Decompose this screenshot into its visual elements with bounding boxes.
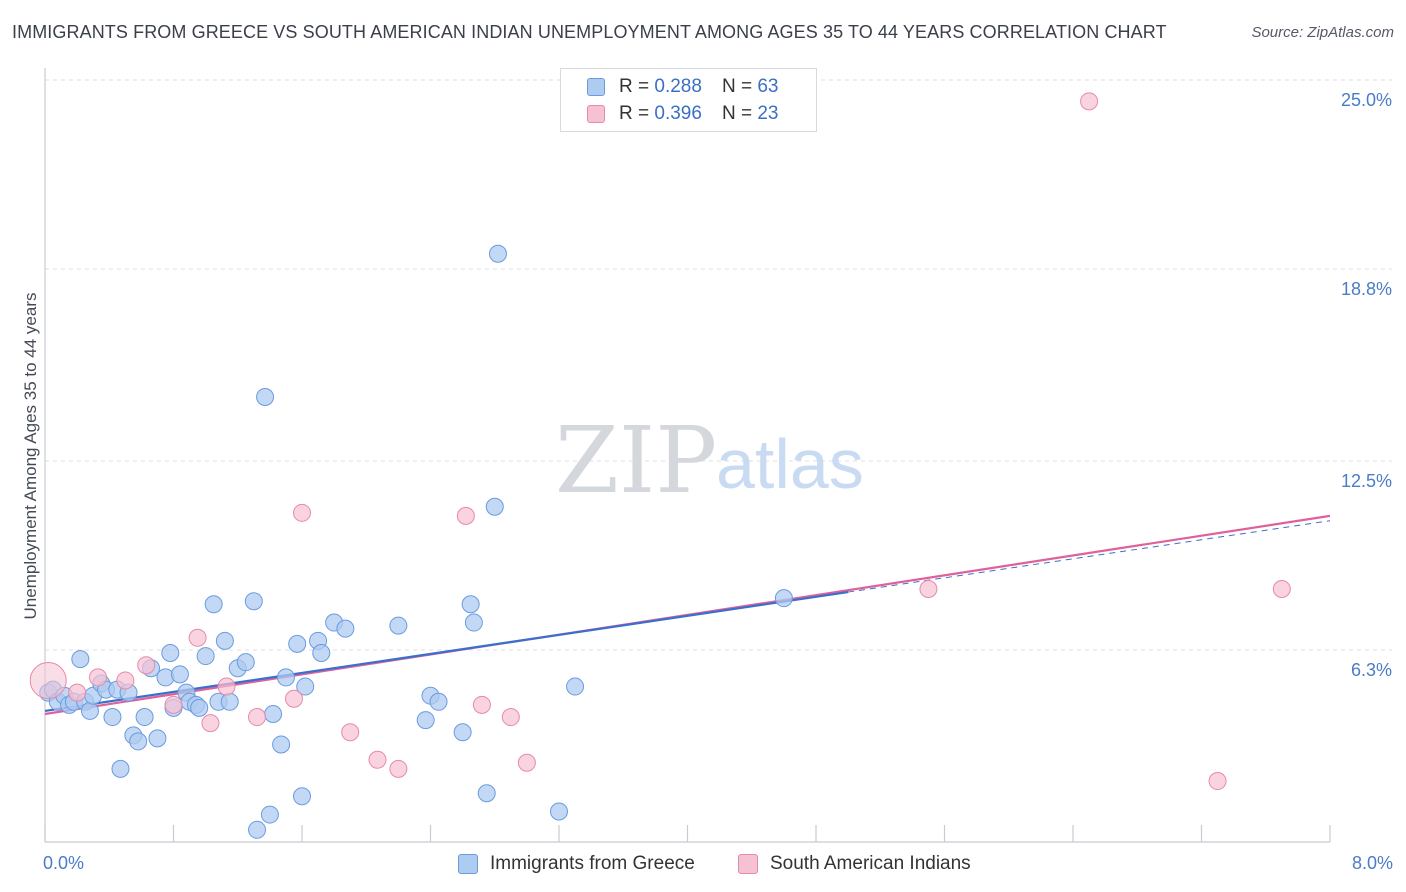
point-greece <box>215 631 234 650</box>
point-greece <box>135 708 154 727</box>
grid-layer <box>45 79 1392 651</box>
x-tick-label: 8.0% <box>1352 853 1393 873</box>
point-south-american <box>456 506 475 525</box>
point-greece <box>220 692 239 711</box>
bottom-legend-swatch-pink <box>738 854 758 874</box>
point-south-american <box>472 695 491 714</box>
point-south-american <box>919 580 938 599</box>
legend-n-value-greece: 63 <box>757 76 779 97</box>
bottom-legend-south-american: South American Indians <box>738 852 971 876</box>
legend-n-value-south-american: 23 <box>757 103 779 124</box>
point-south-american <box>89 668 108 687</box>
y-tick-label: 12.5% <box>1341 471 1392 491</box>
point-greece <box>293 787 311 806</box>
point-greece <box>260 805 279 824</box>
point-greece <box>461 595 480 614</box>
watermark-atlas: atlas <box>716 425 864 503</box>
legend-r-value-south-american: 0.396 <box>654 103 702 124</box>
bottom-legend-label-greece: Immigrants from Greece <box>490 853 695 874</box>
source-credit: Source: ZipAtlas.com <box>1251 24 1394 41</box>
bottom-legend-greece: Immigrants from Greece <box>458 852 695 876</box>
point-south-american <box>293 503 311 522</box>
point-south-american <box>217 677 236 696</box>
y-tick-label: 25.0% <box>1341 90 1392 110</box>
watermark-zip: ZIP <box>555 407 717 514</box>
point-greece <box>161 644 180 663</box>
point-greece <box>196 647 215 666</box>
point-greece <box>204 595 223 614</box>
point-greece <box>453 723 472 742</box>
point-greece <box>488 244 507 263</box>
legend-r-value-greece: 0.288 <box>654 76 702 97</box>
legend-n-label: N = <box>721 103 753 124</box>
ticks-layer: 6.3% 12.5% 18.8% 25.0% 0.0% 8.0% <box>43 90 1393 873</box>
legend-r-label: R = <box>619 76 650 97</box>
y-tick-label: 6.3% <box>1351 660 1392 680</box>
point-south-american <box>284 689 303 708</box>
point-greece <box>550 802 568 821</box>
point-greece <box>248 820 267 839</box>
point-greece <box>80 701 99 720</box>
point-greece <box>312 644 331 663</box>
points-layer <box>29 92 1291 839</box>
point-south-american <box>1272 580 1291 599</box>
point-south-american <box>1080 92 1099 111</box>
point-greece <box>148 729 167 748</box>
point-south-american <box>164 695 183 714</box>
trend-layer <box>44 514 1331 716</box>
point-greece <box>236 653 255 672</box>
point-greece <box>288 634 307 653</box>
point-greece <box>103 708 122 727</box>
legend: R = 0.288 N = 63 R = 0.396 N = 23 <box>560 68 817 132</box>
point-greece <box>244 592 263 611</box>
point-greece <box>389 616 408 635</box>
point-greece <box>477 784 496 803</box>
bottom-legend-label-south-american: South American Indians <box>770 853 971 874</box>
point-greece <box>264 704 283 723</box>
point-south-american <box>501 708 520 727</box>
point-greece <box>272 735 291 754</box>
point-greece <box>336 619 355 638</box>
point-greece <box>256 387 275 406</box>
point-south-american <box>517 753 536 772</box>
point-greece <box>416 711 435 730</box>
point-greece <box>296 677 315 696</box>
legend-swatch-blue <box>587 78 605 96</box>
point-south-american <box>137 656 156 675</box>
point-greece <box>464 613 483 632</box>
legend-n-label: N = <box>721 76 753 97</box>
point-greece <box>170 665 189 684</box>
point-greece <box>485 497 504 516</box>
point-greece <box>774 589 793 608</box>
point-greece <box>190 698 209 717</box>
legend-row-south-american: R = 0.396 N = 23 <box>587 103 778 125</box>
legend-r-label: R = <box>619 103 650 124</box>
point-greece <box>129 732 148 751</box>
legend-swatch-pink <box>587 105 605 123</box>
point-south-american <box>201 714 220 733</box>
y-axis-label: Unemployment Among Ages 35 to 44 years <box>21 293 40 620</box>
trend-line-greece-extension <box>848 520 1331 593</box>
point-south-american <box>248 708 267 727</box>
point-greece <box>276 668 295 687</box>
bottom-legend-swatch-blue <box>458 854 478 874</box>
legend-row-greece: R = 0.288 N = 63 <box>587 76 778 98</box>
watermark: ZIP atlas <box>555 407 864 514</box>
point-south-american <box>116 671 135 690</box>
point-greece <box>566 677 585 696</box>
chart-title: IMMIGRANTS FROM GREECE VS SOUTH AMERICAN… <box>12 22 1167 42</box>
y-tick-label: 18.8% <box>1341 279 1392 299</box>
x-tick-label: 0.0% <box>43 853 84 873</box>
point-south-american <box>188 628 207 647</box>
point-south-american <box>1208 772 1227 791</box>
point-south-american <box>368 750 387 769</box>
point-south-american <box>29 661 67 699</box>
point-south-american <box>389 759 408 778</box>
point-greece <box>111 759 130 778</box>
point-south-american <box>341 723 360 742</box>
point-greece <box>429 692 448 711</box>
point-greece <box>71 650 90 669</box>
point-south-american <box>68 683 87 702</box>
